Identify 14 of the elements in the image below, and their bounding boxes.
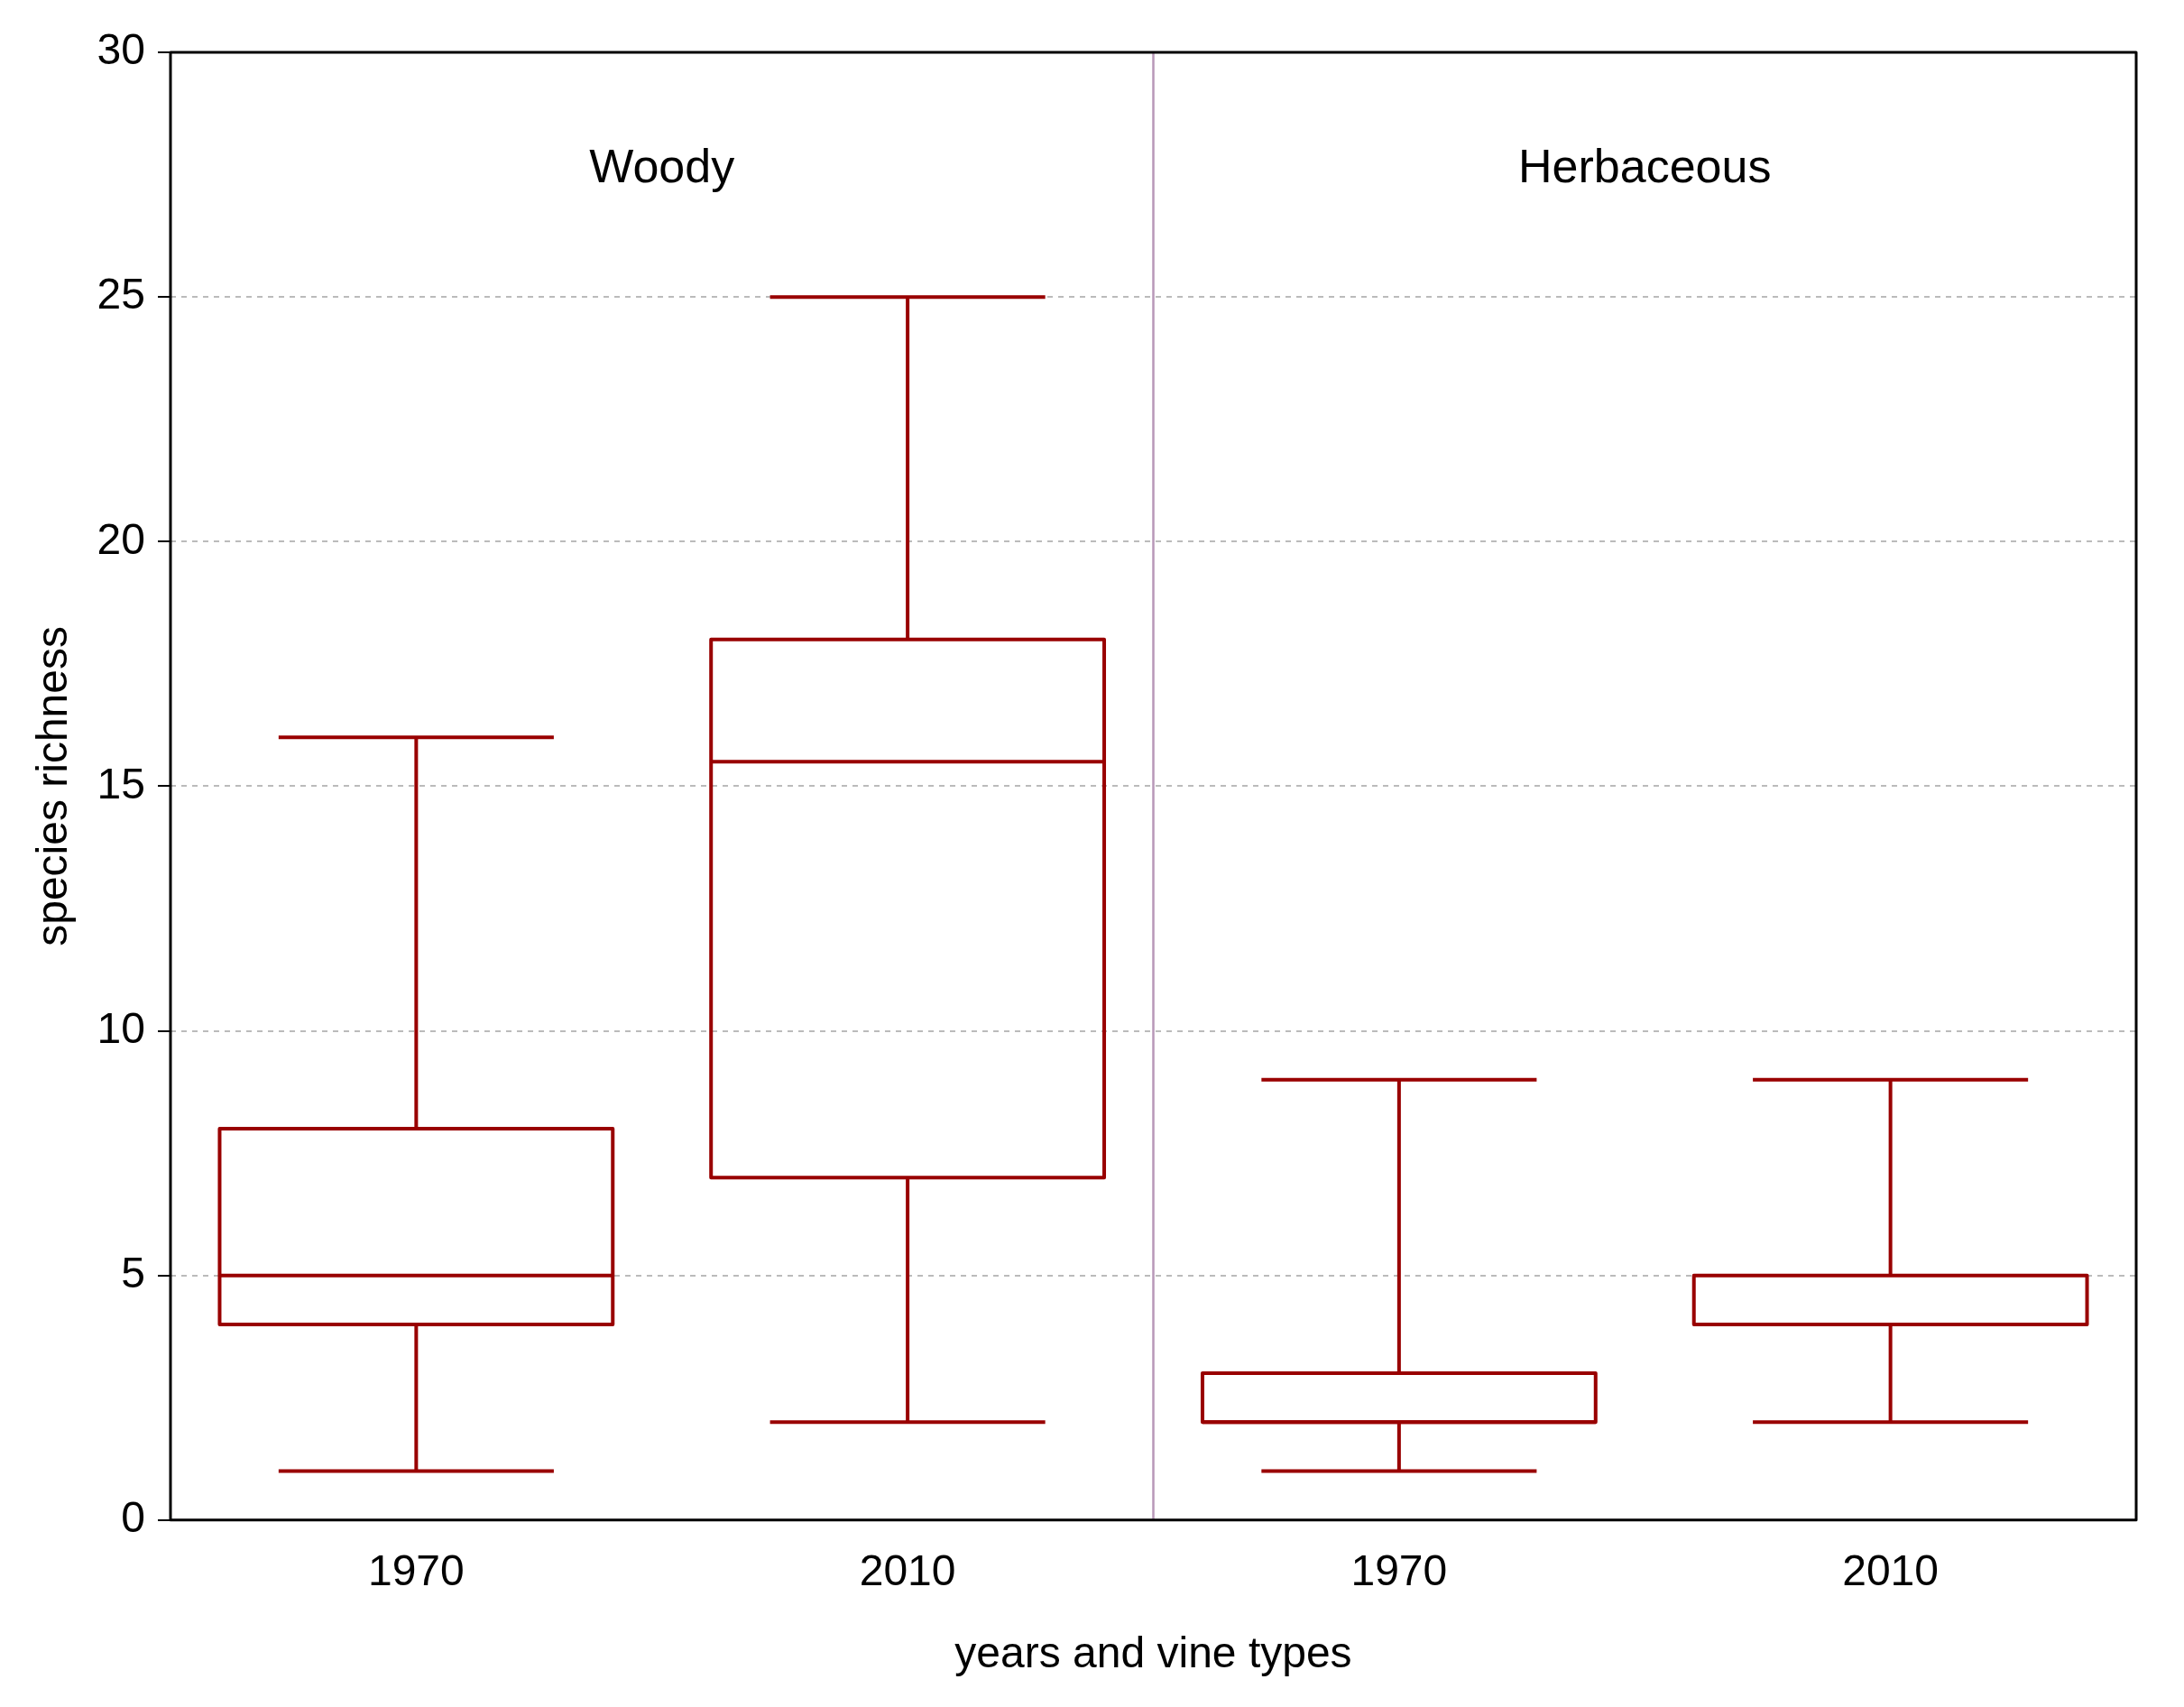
y-axis-title: species richness <box>28 625 77 946</box>
y-tick-label: 20 <box>97 514 145 563</box>
x-tick-label: 1970 <box>367 1546 465 1594</box>
y-tick-label: 5 <box>121 1248 145 1296</box>
y-tick-label: 15 <box>97 759 145 807</box>
y-tick-label: 25 <box>97 270 145 318</box>
y-tick-label: 10 <box>97 1003 145 1052</box>
x-tick-label: 2010 <box>1842 1546 1940 1594</box>
y-tick-label: 30 <box>97 25 145 74</box>
x-tick-label: 1970 <box>1350 1546 1448 1594</box>
y-tick-label: 0 <box>121 1493 145 1542</box>
annotation: Woody <box>589 140 735 193</box>
x-tick-label: 2010 <box>859 1546 956 1594</box>
x-axis-title: years and vine types <box>954 1629 1352 1677</box>
